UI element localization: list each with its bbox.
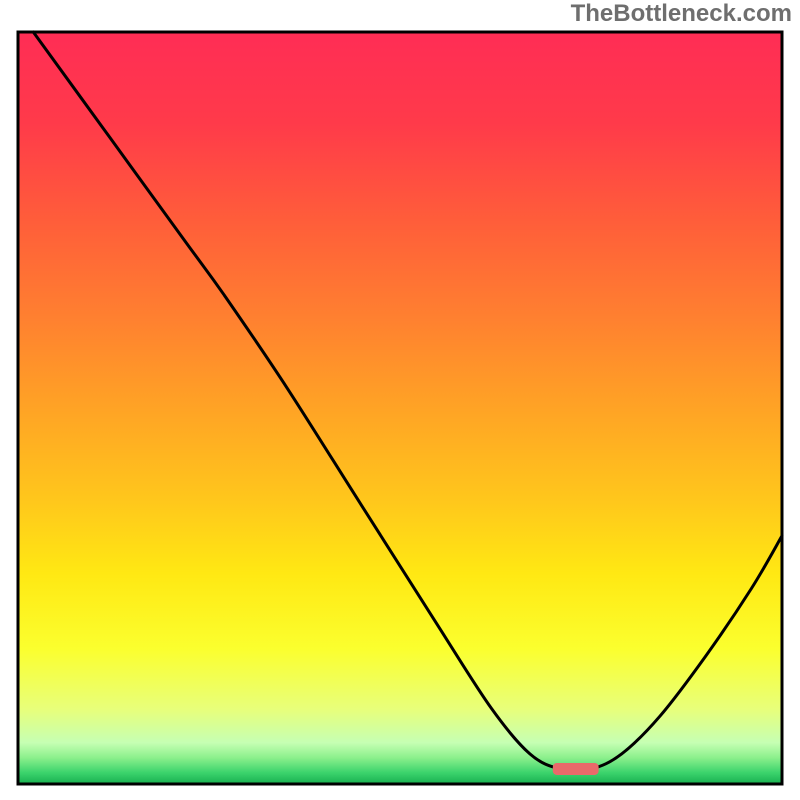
bottleneck-chart — [0, 0, 800, 800]
optimal-marker — [553, 763, 599, 775]
plot-background — [18, 32, 782, 784]
watermark-text: TheBottleneck.com — [571, 0, 792, 28]
